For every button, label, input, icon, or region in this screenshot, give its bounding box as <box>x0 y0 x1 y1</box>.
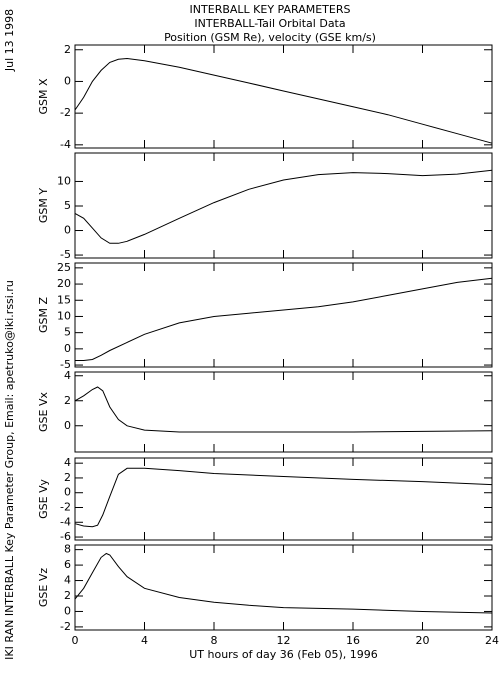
data-line <box>74 57 493 144</box>
y-tick-label: 10 <box>57 309 71 322</box>
y-tick-label: -5 <box>60 358 71 371</box>
y-axis-label: GSM Y <box>37 188 50 223</box>
y-tick-label: -6 <box>60 530 71 543</box>
subtitle: Position (GSM Re), velocity (GSE km/s) <box>164 31 376 44</box>
panel-frame <box>74 371 493 453</box>
panel-frame <box>74 152 493 259</box>
x-tick-label: 24 <box>485 634 499 647</box>
y-tick-label: 8 <box>64 543 71 556</box>
subtitle: INTERBALL-Tail Orbital Data <box>194 17 345 30</box>
y-tick-label: 5 <box>64 199 71 212</box>
x-tick-label: 0 <box>72 634 79 647</box>
y-axis-label: GSE Vz <box>37 568 50 607</box>
y-tick-label: -2 <box>60 106 71 119</box>
y-tick-label: 4 <box>64 369 71 382</box>
data-line <box>74 169 493 244</box>
y-tick-label: 2 <box>64 43 71 56</box>
x-tick-label: 16 <box>346 634 360 647</box>
y-tick-label: 2 <box>64 394 71 407</box>
data-line <box>74 467 493 528</box>
y-tick-label: 6 <box>64 558 71 571</box>
y-tick-label: 15 <box>57 293 71 306</box>
y-tick-label: 0 <box>64 74 71 87</box>
y-tick-label: -5 <box>60 248 71 261</box>
panel-frame <box>74 544 493 631</box>
y-axis-label: GSM X <box>37 78 50 114</box>
y-tick-label: 4 <box>64 456 71 469</box>
y-axis-label: GSE Vy <box>37 479 50 519</box>
panel-frame <box>74 44 493 149</box>
y-tick-label: 0 <box>64 486 71 499</box>
y-tick-label: -4 <box>60 138 71 151</box>
y-tick-label: 2 <box>64 589 71 602</box>
y-tick-label: 20 <box>57 277 71 290</box>
x-tick-label: 20 <box>416 634 430 647</box>
y-tick-label: 25 <box>57 261 71 274</box>
data-line <box>74 386 493 433</box>
y-tick-label: 2 <box>64 471 71 484</box>
x-tick-label: 12 <box>277 634 291 647</box>
y-tick-label: 0 <box>64 604 71 617</box>
panel-frame <box>74 457 493 541</box>
y-tick-label: 10 <box>57 174 71 187</box>
title: INTERBALL KEY PARAMETERS <box>190 3 351 16</box>
y-tick-label: -2 <box>60 620 71 633</box>
credit: IKI RAN INTERBALL Key Parameter Group, E… <box>3 280 16 660</box>
x-tick-label: 4 <box>141 634 148 647</box>
y-tick-label: 0 <box>64 419 71 432</box>
x-axis-label: UT hours of day 36 (Feb 05), 1996 <box>189 648 378 661</box>
panel-frame <box>74 262 493 368</box>
x-tick-label: 8 <box>211 634 218 647</box>
y-tick-label: 4 <box>64 574 71 587</box>
data-line <box>74 552 493 614</box>
y-tick-label: 5 <box>64 326 71 339</box>
y-tick-label: -4 <box>60 515 71 528</box>
y-tick-label: 0 <box>64 342 71 355</box>
date: Jul 13 1998 <box>3 9 16 72</box>
y-axis-label: GSM Z <box>37 297 50 333</box>
y-axis-label: GSE Vx <box>37 392 50 432</box>
y-tick-label: 0 <box>64 224 71 237</box>
y-tick-label: -2 <box>60 500 71 513</box>
data-line <box>75 277 493 361</box>
